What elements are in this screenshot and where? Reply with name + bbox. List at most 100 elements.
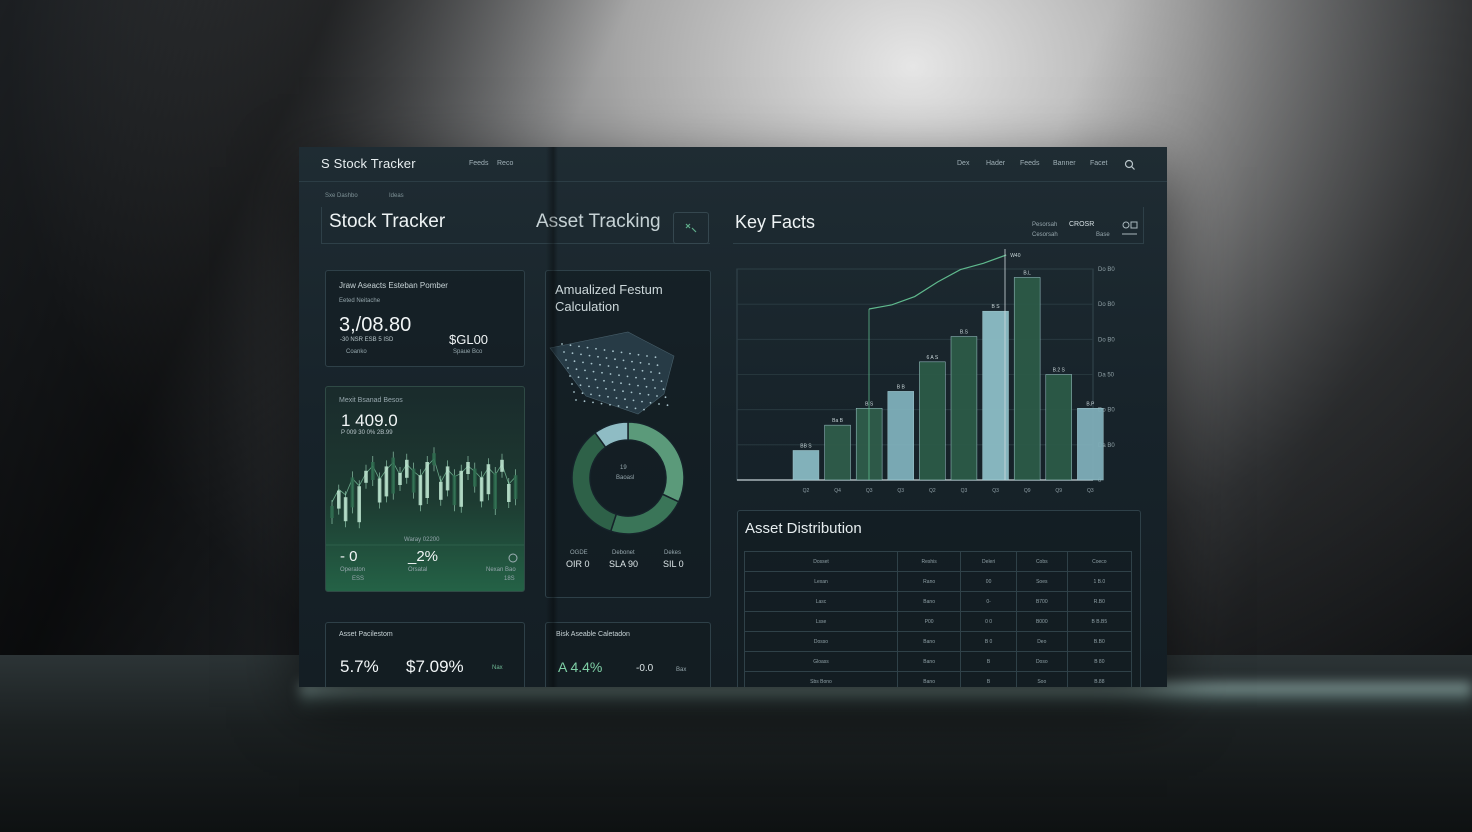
candle-body: [343, 497, 348, 522]
floor-glow: [300, 683, 1472, 711]
nav-link-feeds-right[interactable]: Feeds: [1020, 160, 1040, 167]
bar: [792, 450, 820, 481]
nav-link-banner[interactable]: Banner: [1053, 160, 1076, 167]
column-header[interactable]: Dosset: [744, 551, 898, 572]
bar: [1013, 277, 1041, 481]
bar: [1045, 374, 1072, 481]
table-row[interactable]: Dosso Bano B 0 Deo B.B0: [744, 631, 1133, 652]
mesh-dot: [654, 356, 657, 359]
stat-dekes-value: SIL 0: [663, 559, 684, 569]
info-icon[interactable]: [508, 553, 518, 563]
mesh-dot: [660, 380, 663, 383]
market-card[interactable]: Mexit Bsanad Besos 1 409.0 P 009 30 0% 2…: [325, 386, 525, 592]
key-facts-title: Key Facts: [735, 212, 816, 232]
table-cell: B: [960, 671, 1017, 687]
candle-body: [432, 453, 436, 466]
app-logo[interactable]: S Stock Tracker: [321, 156, 416, 171]
stat-operation-label: Operaton: [340, 567, 366, 573]
mesh-dot: [633, 368, 635, 371]
nav-link-facet[interactable]: Facet: [1090, 160, 1108, 167]
breadcrumb-item-dashboard[interactable]: Sxe Dashbo: [325, 193, 358, 199]
mesh-dot: [646, 355, 648, 357]
market-title: Mexit Bsanad Besos: [339, 397, 403, 404]
key-facts-strip: [733, 207, 1144, 244]
candle-body: [466, 462, 470, 474]
risk-card[interactable]: Bisk Aseable Caletadon A 4.4% -0.0 Bax: [545, 622, 711, 687]
table-row[interactable]: Lasc Bano 0- B700 R.B0: [744, 591, 1133, 612]
mesh-dot: [605, 387, 607, 390]
asset-return-value-2: $7.09%: [406, 657, 464, 676]
expand-button[interactable]: [673, 212, 709, 244]
candle-body: [473, 468, 477, 487]
asset-return-card[interactable]: Asset Pacilestom 5.7% $7.09% Nax: [325, 622, 525, 687]
mesh-dot: [592, 401, 594, 404]
table-row[interactable]: Sbs Bono Bano B Soo B.88: [744, 671, 1133, 687]
table-cell: Sbs Bono: [744, 671, 898, 687]
mesh-dot: [650, 371, 652, 373]
mesh-dot: [643, 408, 645, 411]
mesh-dot: [569, 344, 572, 347]
nav-link-hader[interactable]: Hader: [986, 160, 1006, 167]
mesh-dot: [624, 398, 626, 401]
mesh-dot: [575, 399, 577, 401]
nav-link-feeds[interactable]: Feeds: [469, 160, 489, 167]
market-change: P 009 30 0% 2B.99: [341, 430, 393, 436]
x-tick-label: Q2: [929, 488, 936, 494]
nav-link-reco[interactable]: Reco: [497, 160, 514, 167]
table-cell: Lasc: [744, 591, 898, 612]
mesh-dot: [656, 364, 659, 367]
mesh-dot: [658, 372, 661, 375]
key-meta-1: Pesorsah: [1032, 222, 1058, 228]
table-cell: 0-: [960, 591, 1017, 612]
mesh-dot: [603, 379, 605, 382]
balance-card[interactable]: Jraw Aseacts Esteban Pomber Eeted Neitac…: [325, 270, 525, 367]
column-header[interactable]: Deleri: [960, 551, 1017, 572]
table-cell: 1 B.0: [1066, 571, 1133, 592]
mesh-dot: [613, 389, 616, 391]
column-header[interactable]: Reshis: [896, 551, 962, 572]
mesh-dot: [629, 352, 631, 355]
mesh-dot: [639, 361, 642, 364]
mesh-dot: [612, 350, 614, 353]
annualized-card[interactable]: Amualized Festum Calculation 19 Baoasl O…: [545, 270, 711, 598]
mesh-dot: [609, 403, 611, 406]
mesh-dot: [586, 377, 588, 380]
mesh-dot: [586, 346, 589, 349]
table-header-row: Dosset Reshis Deleri Cobs Coeco: [744, 551, 1133, 572]
mesh-dot: [567, 367, 569, 369]
mesh-dot: [573, 360, 576, 363]
nav-link-dex[interactable]: Dex: [957, 160, 970, 167]
mesh-dot: [617, 405, 620, 407]
mesh-dot: [643, 377, 646, 380]
mesh-dot: [581, 392, 584, 395]
mesh-dot: [565, 359, 567, 361]
mesh-dot: [641, 400, 643, 403]
donut-segment: [627, 421, 685, 503]
column-header[interactable]: Cobs: [1015, 551, 1068, 572]
page-title: Stock Tracker: [329, 211, 446, 232]
settings-icon[interactable]: [1119, 219, 1141, 239]
table-cell: Soo: [1015, 671, 1068, 687]
column-header[interactable]: Coeco: [1066, 551, 1133, 572]
bar-value-label: BB S: [800, 443, 812, 449]
search-icon[interactable]: [1124, 159, 1136, 171]
candle-body: [364, 470, 368, 483]
mesh-dot: [616, 366, 618, 369]
mesh-dot: [637, 353, 640, 356]
table-cell: Bano: [896, 671, 962, 687]
table-row[interactable]: Lsse P00 0 0 B000 B B.B5: [744, 611, 1133, 632]
table-cell: B: [960, 651, 1017, 672]
table-row[interactable]: Gloass Bano B Doso B 80: [744, 651, 1133, 672]
bar: [1077, 408, 1104, 481]
mesh-dot: [607, 395, 609, 398]
table-row[interactable]: Lexan Rano 00 Soes 1 B.0: [744, 571, 1133, 592]
asset-distribution-title: Asset Distribution: [745, 520, 862, 537]
x-tick-label: Q4: [834, 488, 841, 494]
table-cell: Gloass: [744, 651, 898, 672]
bar-value-label: 6 A S: [927, 355, 939, 361]
breadcrumb-item-ideas[interactable]: Ideas: [389, 193, 404, 199]
mesh-dot: [605, 357, 608, 359]
asset-distribution-card[interactable]: Asset Distribution Dosset Reshis Deleri …: [737, 510, 1141, 687]
table-cell: Bano: [896, 591, 962, 612]
asset-return-value-3: Nax: [492, 665, 503, 671]
